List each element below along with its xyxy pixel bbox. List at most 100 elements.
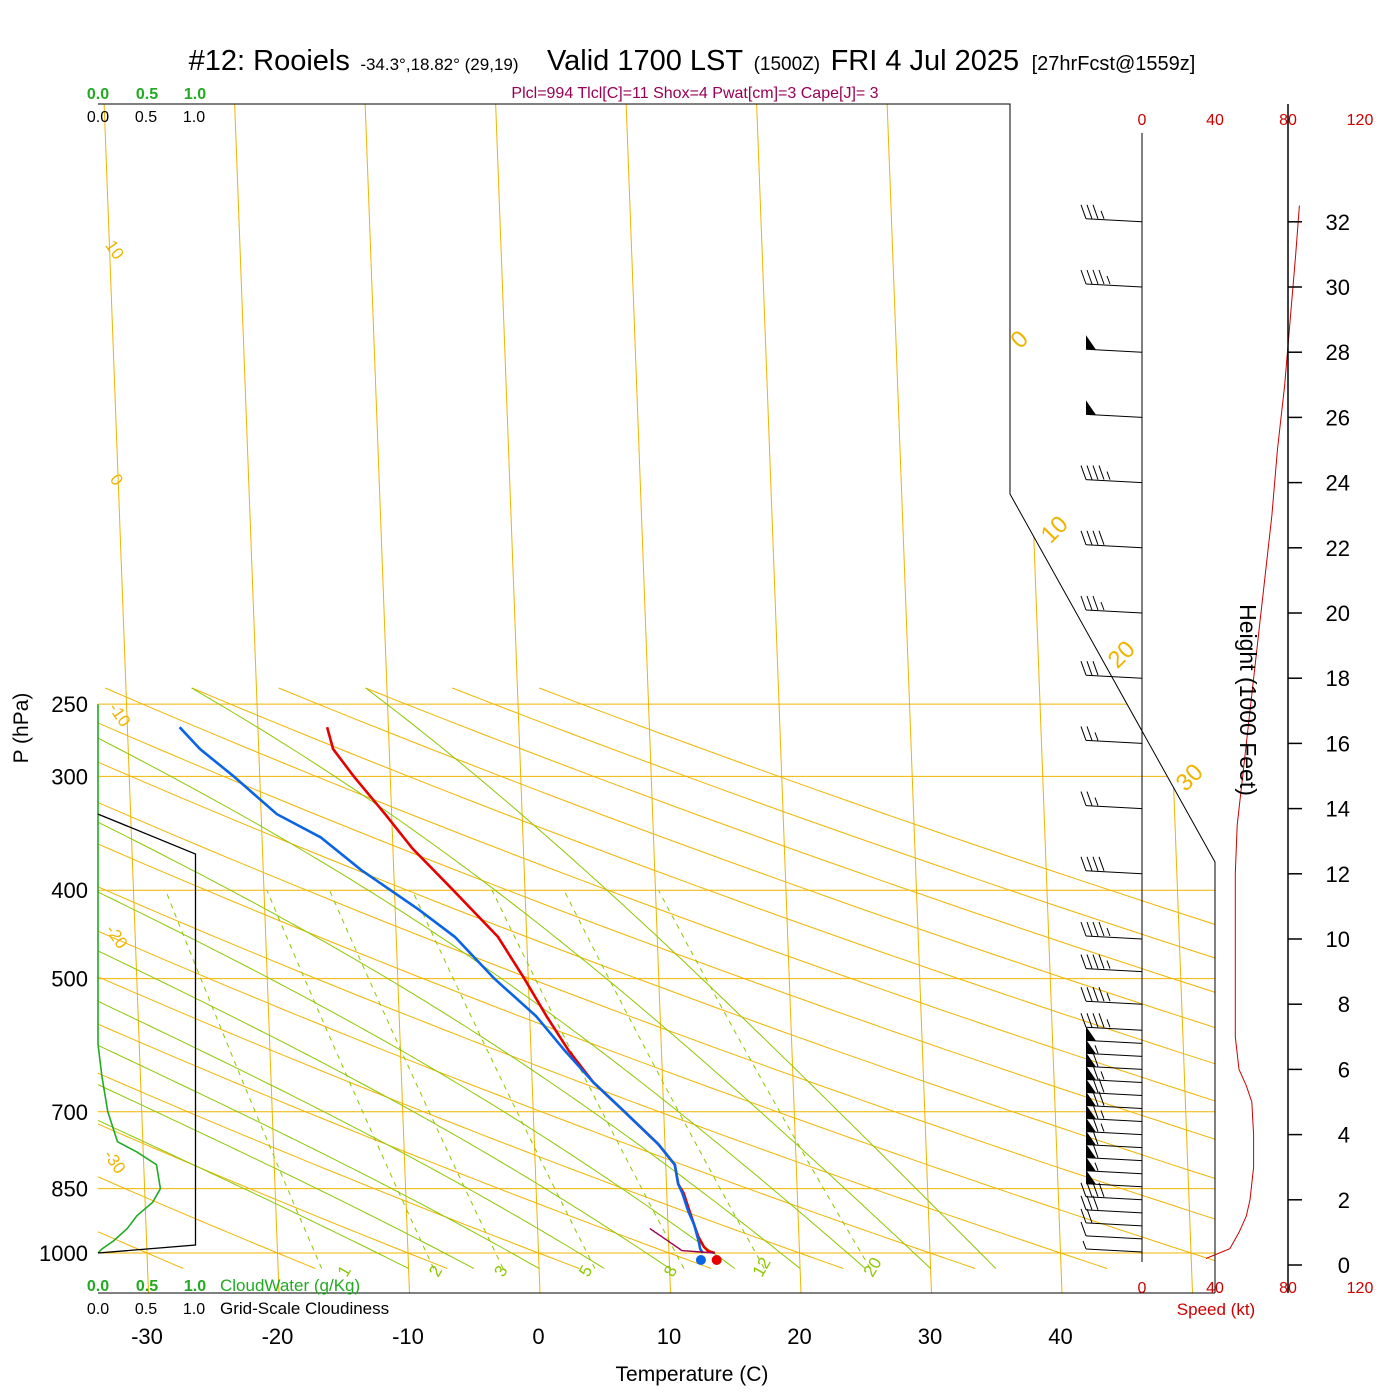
height-tick-label: 12 [1326,862,1350,887]
wind-barb [1085,1026,1143,1044]
height-tick-label: 8 [1338,992,1350,1017]
isotherm [886,104,932,1293]
cloudiness-tick-bottom: 1.0 [183,1301,205,1318]
isotherm-label: 20 [1103,636,1141,674]
wind-barb [1085,1039,1143,1057]
height-tick-label: 32 [1326,210,1350,235]
barb-half [1106,960,1111,969]
barb-full [1092,465,1099,480]
plot-border [98,103,1216,1293]
cloudiness-line [97,813,197,1254]
height-tick-label: 28 [1326,340,1350,365]
wind-barb [1085,1091,1143,1110]
barb-half [1100,1123,1105,1132]
dry-adiabat-label: 0 [106,471,127,490]
x-tick-label: -20 [262,1324,294,1349]
barb-shaft [1085,1157,1143,1162]
barb-full [1080,1208,1087,1224]
title-valid: Valid 1700 LST [547,45,743,77]
barb-full [1092,1182,1099,1197]
speed-tick-top: 0 [1138,112,1147,129]
mixing-ratio-line [411,889,596,1269]
height-tick-label: 6 [1338,1057,1350,1082]
dry-adiabat [98,687,1215,1269]
height-tick-label: 16 [1326,731,1350,756]
speed-tick-top: 40 [1206,112,1224,129]
barb-shaft [1085,870,1143,875]
barb-shaft [1085,1118,1143,1123]
wind-barb [1085,1169,1143,1188]
barb-pennant [1086,1117,1096,1133]
barb-full [1086,1013,1093,1028]
barb-half [1106,275,1111,285]
barb-full [1092,856,1099,871]
dry-adiabat-label: -20 [102,921,132,952]
mixing-ratio-line [491,889,685,1269]
wind-barb [1080,465,1143,484]
title-date: FRI 4 Jul 2025 [831,45,1020,77]
dry-adiabat [98,687,712,1269]
barb-shaft [1085,1105,1143,1110]
barb-full [1092,1078,1099,1093]
x-tick-label: 20 [787,1324,811,1349]
dry-adiabat [452,687,1215,1269]
barb-full [1098,530,1105,545]
wind-barb [1080,595,1143,614]
barb-full [1086,1208,1093,1224]
dry-adiabat [98,687,1215,1269]
title-coords: -34.3°,18.82° (29,19) [360,55,518,74]
barb-shaft [1085,544,1143,549]
dry-adiabat [98,687,1108,1269]
height-tick-label: 22 [1326,536,1350,561]
barb-full [1092,1052,1099,1067]
cloudiness-label: Grid-Scale Cloudiness [220,1299,389,1318]
dry-adiabat [98,687,448,1269]
barb-full [1092,661,1099,676]
barb-full [1080,595,1087,611]
barb-full [1098,954,1105,969]
wind-barb [1080,921,1143,940]
height-tick-label: 20 [1326,601,1350,626]
cloudiness-tick-top: 0.5 [135,109,157,126]
barb-pennant [1086,1065,1096,1080]
title-forecast: [27hrFcst@1559z] [1032,53,1196,75]
wind-barb [1082,1240,1143,1253]
mixing-ratio-label: 12 [749,1254,775,1280]
barb-pennant [1086,1156,1096,1172]
barb-full [1080,954,1087,969]
barb-full [1080,465,1087,480]
dry-adiabat [98,687,316,1269]
barb-full [1092,530,1099,545]
pressure-tick-label: 700 [51,1100,88,1125]
barb-half [1094,732,1099,741]
cloudiness-tick-bottom: 0.0 [87,1301,109,1318]
speed-tick-bottom: 120 [1347,1280,1374,1297]
barb-half [1100,210,1105,219]
barb-full [1086,856,1093,871]
height-tick-label: 14 [1326,797,1350,822]
height-tick-label: 26 [1326,405,1350,430]
barb-full [1092,1143,1099,1158]
barb-half [1106,471,1111,480]
wind-barb [1085,1117,1143,1136]
wind-speed-line [1205,205,1300,1259]
barb-full [1092,595,1099,611]
barb-pennant [1086,1169,1096,1185]
cloud-water-label: CloudWater (g/Kg) [220,1276,360,1295]
isotherm [1017,104,1063,1293]
wind-barb [1080,661,1143,679]
wind-barb [1085,400,1143,418]
barb-full [1080,530,1087,545]
isotherm [625,104,671,1293]
wind-barb [1080,1013,1143,1031]
barb-shaft [1085,1039,1143,1044]
moist-adiabat [191,687,931,1269]
parcel-trace [649,1227,715,1254]
barb-half [1082,1240,1087,1250]
barb-full [1098,1078,1105,1093]
barb-shaft [1085,1222,1143,1227]
dry-adiabat [104,687,1215,1269]
isotherm [364,104,410,1293]
